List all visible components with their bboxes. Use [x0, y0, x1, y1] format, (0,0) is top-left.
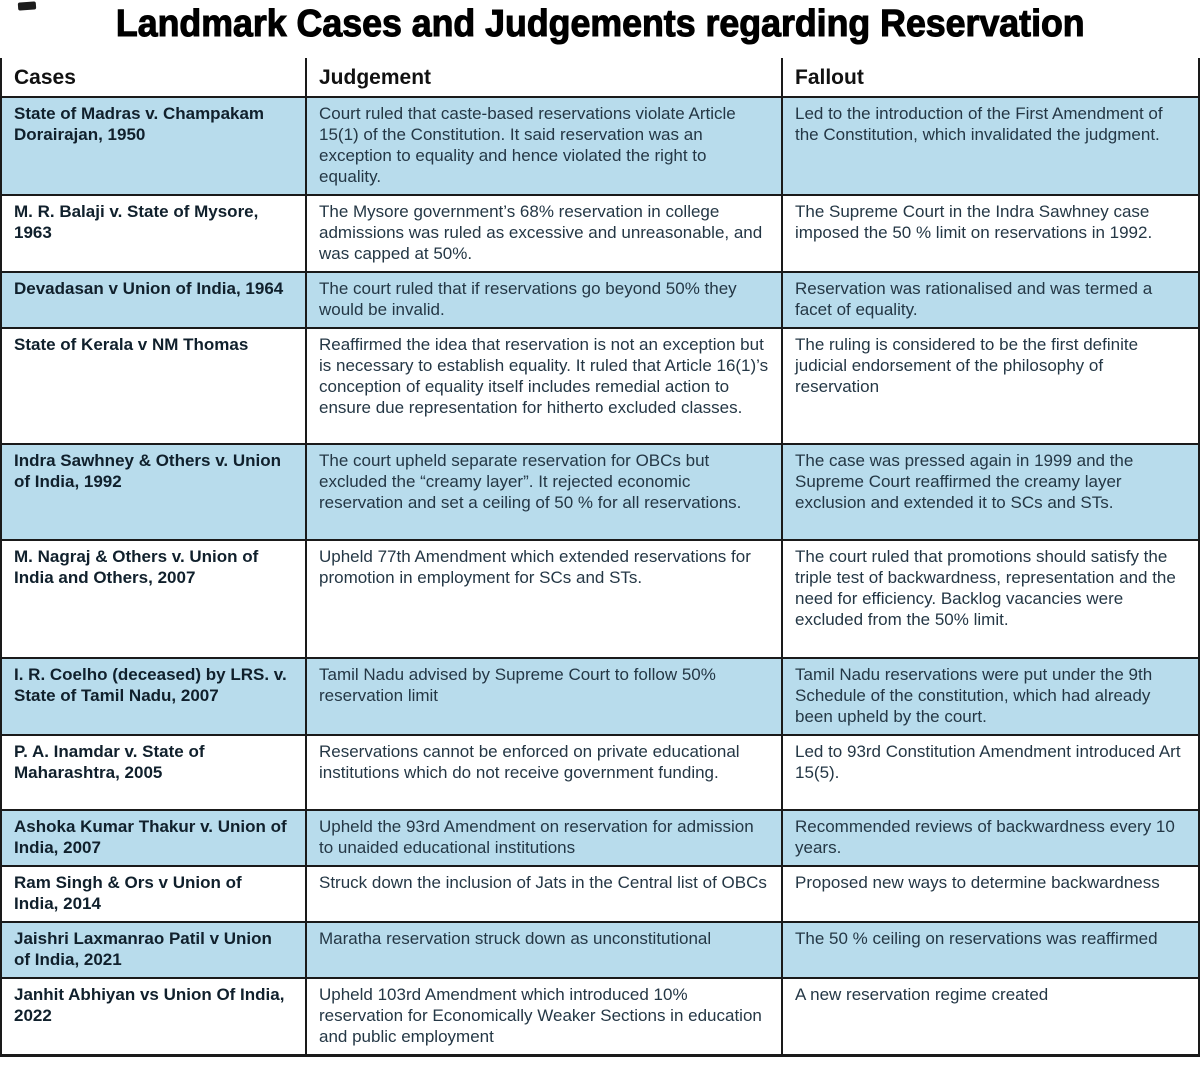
- fallout-cell: Led to the introduction of the First Ame…: [781, 98, 1198, 194]
- case-cell: M. Nagraj & Others v. Union of India and…: [14, 547, 259, 587]
- case-cell: Jaishri Laxmanrao Patil v Union of India…: [14, 929, 272, 969]
- judgement-cell: Reaffirmed the idea that reservation is …: [305, 329, 781, 443]
- case-cell: State of Madras v. Champakam Dorairajan,…: [14, 104, 265, 144]
- cropped-text-artifact: [17, 1, 37, 11]
- fallout-cell: The court ruled that promotions should s…: [781, 541, 1198, 657]
- table-row: M. R. Balaji v. State of Mysore, 1963 Th…: [2, 194, 1198, 271]
- table-row: Ram Singh & Ors v Union of India, 2014 S…: [2, 865, 1198, 921]
- judgement-cell: The court ruled that if reservations go …: [305, 273, 781, 327]
- header-fallout: Fallout: [781, 58, 1198, 96]
- table-row: I. R. Coelho (deceased) by LRS. v. State…: [2, 657, 1198, 734]
- judgement-cell: Struck down the inclusion of Jats in the…: [305, 867, 781, 921]
- judgement-cell: Upheld 103rd Amendment which introduced …: [305, 979, 781, 1054]
- case-cell: Indra Sawhney & Others v. Union of India…: [14, 451, 282, 491]
- table-row: M. Nagraj & Others v. Union of India and…: [2, 539, 1198, 657]
- table-row: State of Madras v. Champakam Dorairajan,…: [2, 96, 1198, 194]
- judgement-cell: Maratha reservation struck down as uncon…: [305, 923, 781, 977]
- case-cell: Devadasan v Union of India, 1964: [14, 279, 284, 298]
- table-header-row: Cases Judgement Fallout: [2, 58, 1198, 96]
- case-cell: Ashoka Kumar Thakur v. Union of India, 2…: [14, 817, 287, 857]
- fallout-cell: The Supreme Court in the Indra Sawhney c…: [781, 196, 1198, 271]
- case-cell: M. R. Balaji v. State of Mysore, 1963: [14, 202, 259, 242]
- header-cases: Cases: [14, 66, 76, 89]
- landmark-cases-table: Cases Judgement Fallout State of Madras …: [0, 58, 1200, 1057]
- table-row: P. A. Inamdar v. State of Maharashtra, 2…: [2, 734, 1198, 809]
- fallout-cell: Reservation was rationalised and was ter…: [781, 273, 1198, 327]
- case-cell: State of Kerala v NM Thomas: [14, 335, 249, 354]
- table-row: Jaishri Laxmanrao Patil v Union of India…: [2, 921, 1198, 977]
- page-title: Landmark Cases and Judgements regarding …: [0, 0, 1200, 56]
- judgement-cell: Upheld 77th Amendment which extended res…: [305, 541, 781, 657]
- table-row: State of Kerala v NM Thomas Reaffirmed t…: [2, 327, 1198, 443]
- table-row: Devadasan v Union of India, 1964 The cou…: [2, 271, 1198, 327]
- case-cell: I. R. Coelho (deceased) by LRS. v. State…: [14, 665, 287, 705]
- fallout-cell: A new reservation regime created: [781, 979, 1198, 1054]
- judgement-cell: Court ruled that caste-based reservation…: [305, 98, 781, 194]
- header-judgement: Judgement: [305, 58, 781, 96]
- table-row: Ashoka Kumar Thakur v. Union of India, 2…: [2, 809, 1198, 865]
- table-row: Janhit Abhiyan vs Union Of India, 2022 U…: [2, 977, 1198, 1054]
- judgement-cell: Tamil Nadu advised by Supreme Court to f…: [305, 659, 781, 734]
- page-title-text: Landmark Cases and Judgements regarding …: [115, 2, 1085, 45]
- case-cell: Ram Singh & Ors v Union of India, 2014: [14, 873, 242, 913]
- judgement-cell: Reservations cannot be enforced on priva…: [305, 736, 781, 809]
- fallout-cell: Recommended reviews of backwardness ever…: [781, 811, 1198, 865]
- judgement-cell: The court upheld separate reservation fo…: [305, 445, 781, 539]
- judgement-cell: The Mysore government’s 68% reservation …: [305, 196, 781, 271]
- fallout-cell: The 50 % ceiling on reservations was rea…: [781, 923, 1198, 977]
- fallout-cell: The ruling is considered to be the first…: [781, 329, 1198, 443]
- fallout-cell: Led to 93rd Constitution Amendment intro…: [781, 736, 1198, 809]
- fallout-cell: Tamil Nadu reservations were put under t…: [781, 659, 1198, 734]
- case-cell: Janhit Abhiyan vs Union Of India, 2022: [14, 985, 285, 1025]
- judgement-cell: Upheld the 93rd Amendment on reservation…: [305, 811, 781, 865]
- table-row: Indra Sawhney & Others v. Union of India…: [2, 443, 1198, 539]
- fallout-cell: Proposed new ways to determine backwardn…: [781, 867, 1198, 921]
- fallout-cell: The case was pressed again in 1999 and t…: [781, 445, 1198, 539]
- case-cell: P. A. Inamdar v. State of Maharashtra, 2…: [14, 742, 205, 782]
